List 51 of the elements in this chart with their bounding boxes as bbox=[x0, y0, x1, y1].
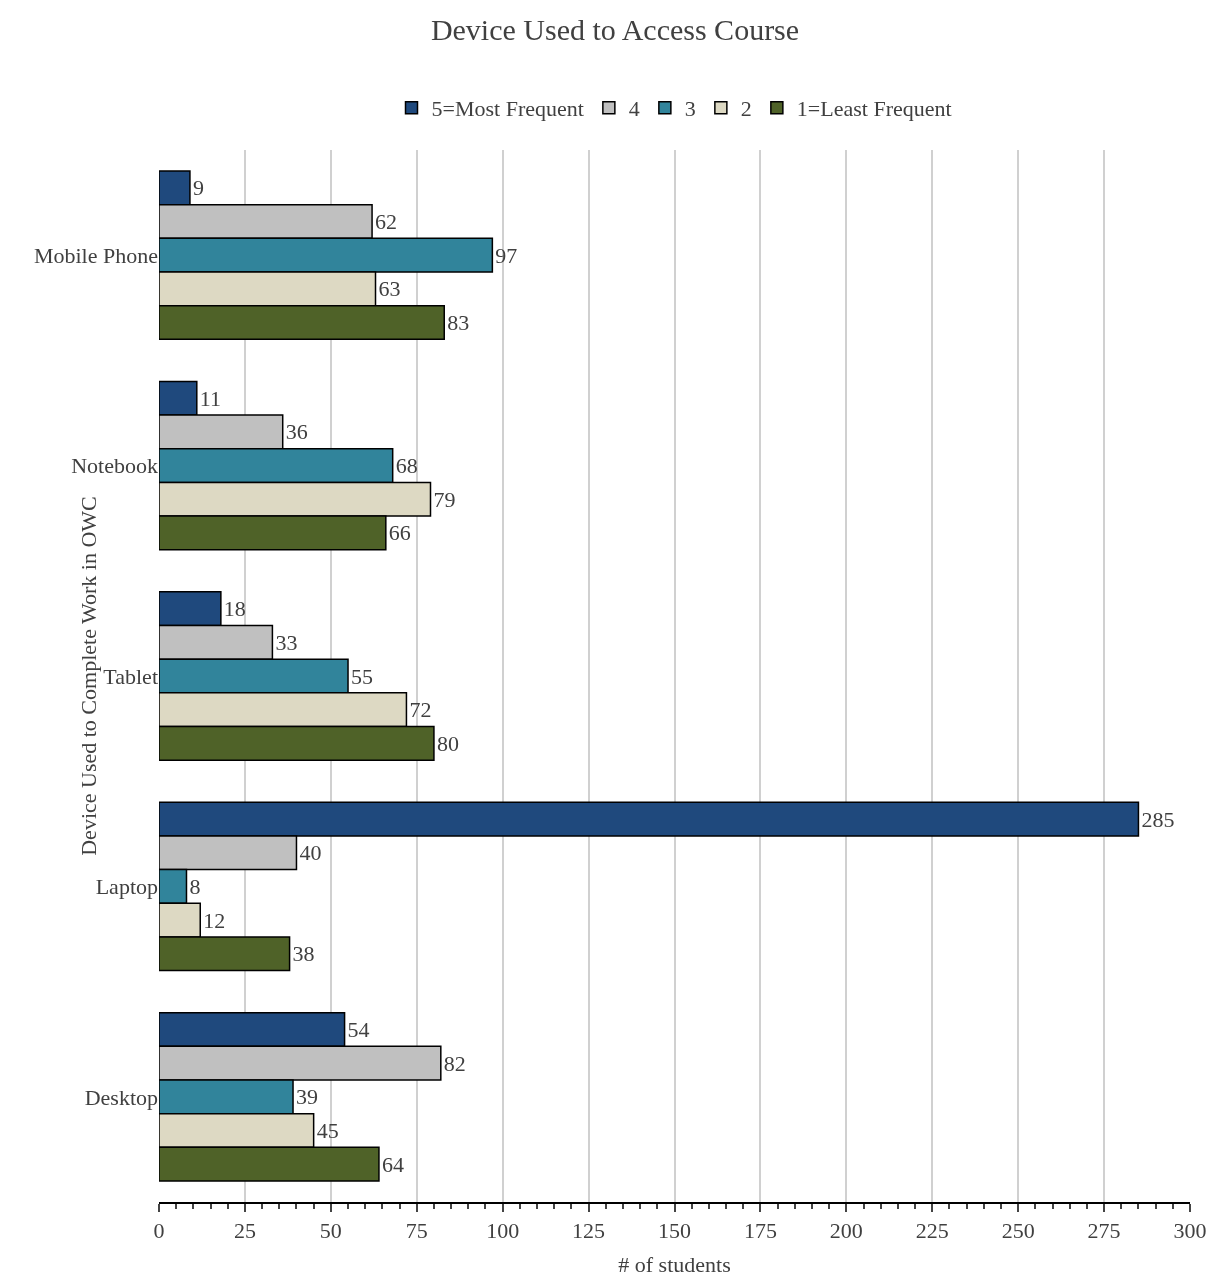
data-label: 12 bbox=[203, 907, 226, 933]
x-tick-label: 150 bbox=[658, 1218, 691, 1244]
y-tick-label: Laptop bbox=[95, 874, 158, 900]
data-label: 33 bbox=[275, 629, 298, 655]
x-tick-label: 50 bbox=[319, 1218, 342, 1244]
data-label: 55 bbox=[351, 663, 374, 689]
data-label: 64 bbox=[381, 1151, 404, 1177]
chart-title: Device Used to Access Course bbox=[430, 13, 800, 47]
y-tick-label: Desktop bbox=[84, 1084, 158, 1110]
data-label: 83 bbox=[447, 310, 470, 336]
y-tick-label: Tablet bbox=[103, 663, 158, 689]
x-tick-label: 175 bbox=[743, 1218, 777, 1244]
y-axis-title: Device Used to Complete Work in OWC bbox=[76, 496, 102, 856]
data-label: 38 bbox=[292, 941, 315, 967]
data-label: 72 bbox=[409, 697, 432, 723]
data-label: 40 bbox=[299, 840, 322, 866]
data-label: 68 bbox=[395, 453, 418, 479]
x-axis-title: # of students bbox=[618, 1252, 731, 1277]
legend-label: 2 bbox=[740, 96, 752, 122]
data-label: 45 bbox=[316, 1117, 339, 1143]
data-label: 9 bbox=[192, 175, 204, 201]
data-label: 63 bbox=[378, 276, 401, 302]
x-tick-label: 200 bbox=[829, 1218, 863, 1244]
data-label: 80 bbox=[436, 730, 459, 756]
x-tick-label: 125 bbox=[572, 1218, 606, 1244]
x-tick-label: 225 bbox=[915, 1218, 949, 1244]
x-tick-label: 75 bbox=[405, 1218, 428, 1244]
data-label: 36 bbox=[285, 419, 308, 445]
data-label: 62 bbox=[375, 209, 398, 235]
legend-label: 3 bbox=[684, 96, 696, 122]
data-label: 82 bbox=[443, 1050, 466, 1076]
x-tick-label: 0 bbox=[153, 1218, 165, 1244]
data-label: 11 bbox=[199, 385, 221, 411]
data-label: 285 bbox=[1141, 806, 1175, 832]
legend-label: 4 bbox=[628, 96, 640, 122]
legend-label: 5=Most Frequent bbox=[431, 96, 584, 122]
data-label: 39 bbox=[296, 1084, 319, 1110]
data-label: 18 bbox=[223, 596, 246, 622]
x-tick-label: 275 bbox=[1087, 1218, 1121, 1244]
legend-label: 1=Least Frequent bbox=[796, 96, 952, 122]
data-label: 8 bbox=[189, 873, 201, 899]
x-tick-label: 300 bbox=[1173, 1218, 1207, 1244]
y-tick-label: Notebook bbox=[71, 453, 158, 479]
data-label: 97 bbox=[495, 242, 518, 268]
x-tick-label: 250 bbox=[1001, 1218, 1035, 1244]
data-label: 79 bbox=[433, 486, 456, 512]
y-tick-label: Mobile Phone bbox=[33, 242, 158, 268]
x-tick-label: 25 bbox=[233, 1218, 256, 1244]
x-tick-label: 100 bbox=[486, 1218, 520, 1244]
data-label: 66 bbox=[388, 520, 411, 546]
data-label: 54 bbox=[347, 1016, 370, 1042]
